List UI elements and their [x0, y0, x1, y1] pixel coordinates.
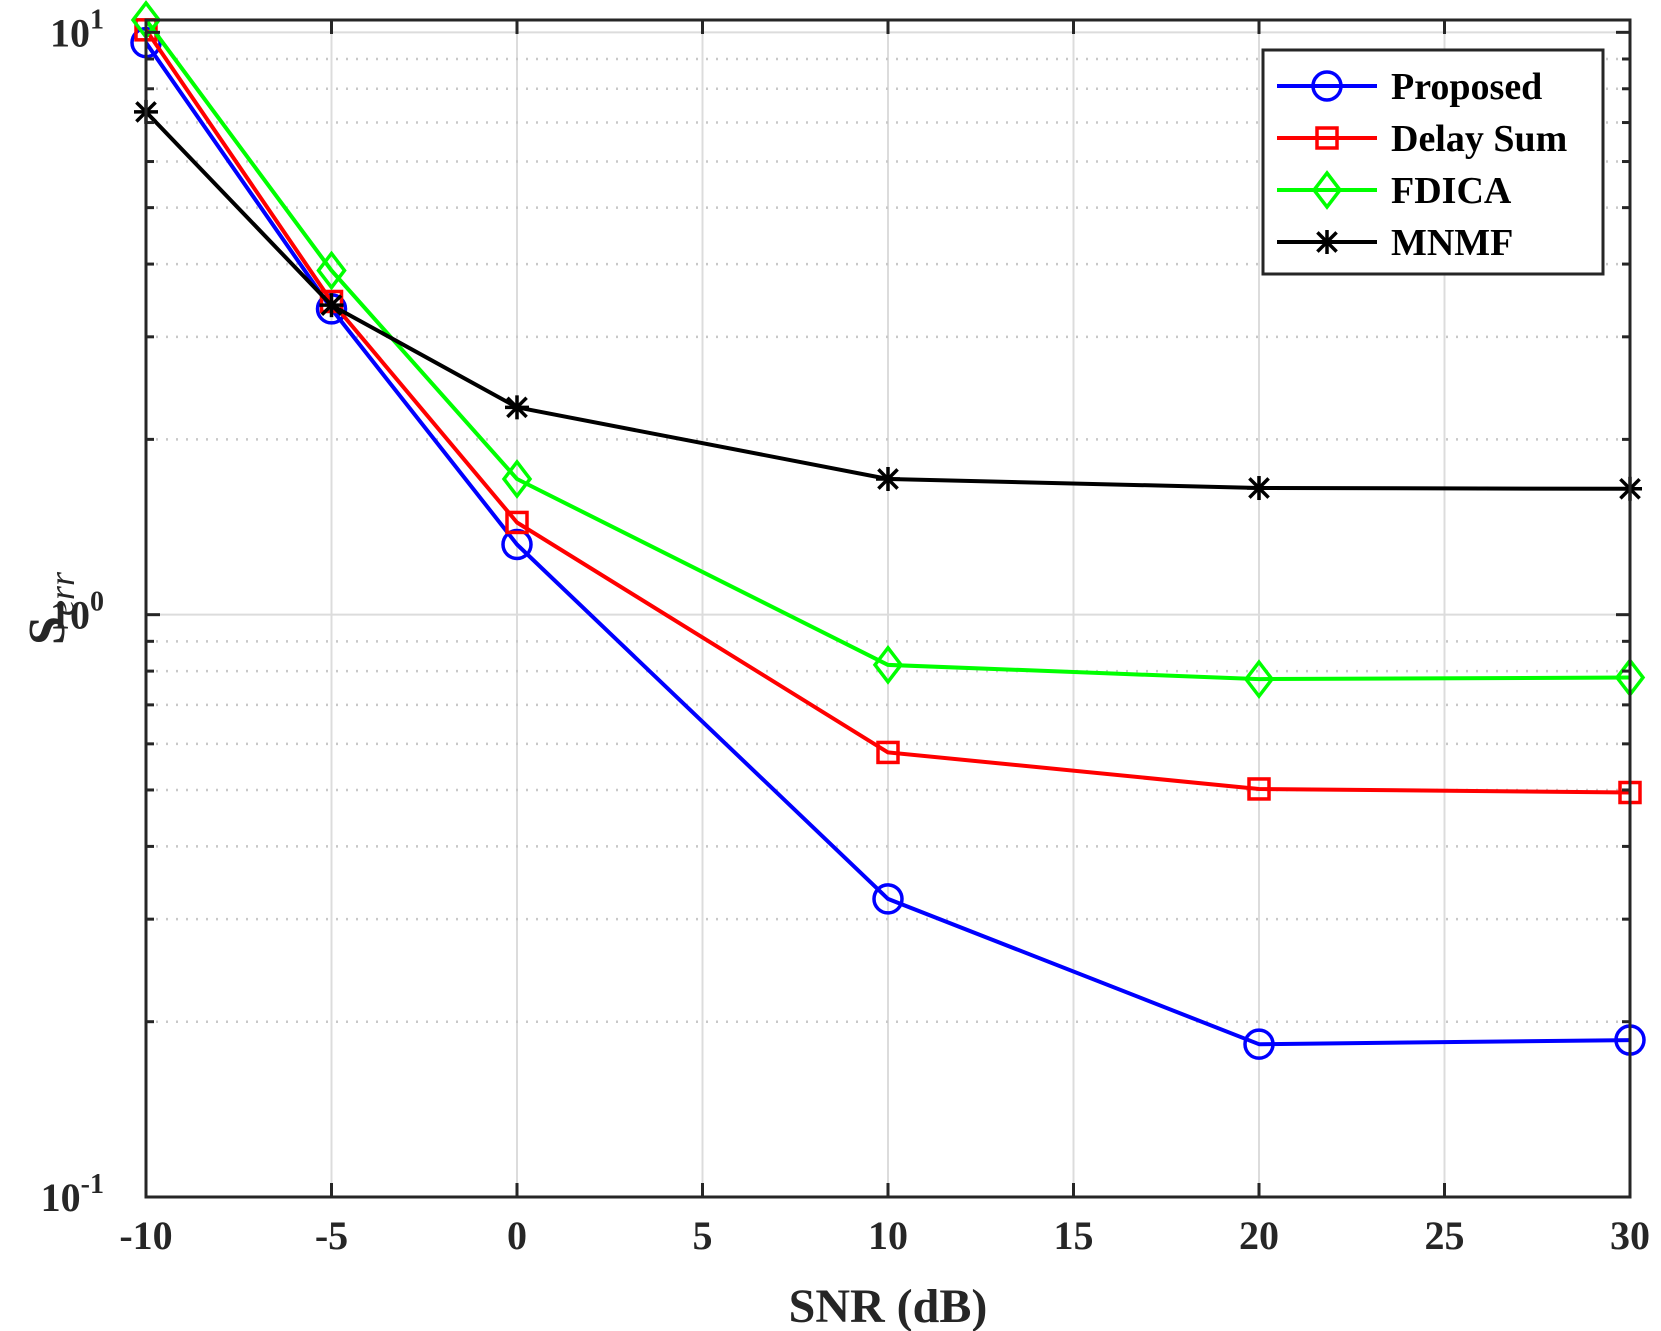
x-tick-label: -5	[315, 1213, 348, 1258]
x-tick-label: 10	[868, 1213, 908, 1258]
data-point-delay-sum	[505, 510, 529, 535]
legend-marker-mnmf	[1315, 230, 1339, 254]
data-point-delay-sum	[1247, 777, 1271, 801]
legend: Proposed Delay Sum FDICA MNMF	[1261, 48, 1605, 276]
data-point-fdica	[501, 459, 533, 499]
legend-label: MNMF	[1391, 222, 1513, 264]
legend-marker-proposed	[1311, 70, 1343, 102]
y-tick-label-base: 10	[50, 10, 90, 55]
legend-label: Delay Sum	[1391, 118, 1567, 160]
data-point-fdica	[872, 644, 904, 685]
series-line-fdica	[144, 18, 1631, 682]
y-axis-title-main: S	[19, 616, 76, 645]
data-point-fdica	[316, 250, 347, 291]
series-line-delay-sum	[144, 28, 1631, 795]
x-tick-label: 15	[1054, 1213, 1094, 1258]
data-point-mnmf	[876, 466, 900, 491]
series-line-mnmf	[144, 110, 1631, 491]
x-tick-label: -10	[119, 1213, 172, 1258]
data-point-delay-sum	[876, 740, 900, 765]
legend-item-delay-sum: Delay Sum	[1277, 118, 1567, 160]
y-tick-label: 100	[50, 587, 104, 638]
legend-item-fdica: FDICA	[1277, 170, 1512, 212]
data-point-fdica	[1243, 659, 1275, 700]
y-axis-title: Serr	[19, 571, 82, 645]
ticks	[144, 20, 1632, 1199]
legend-item-proposed: Proposed	[1277, 66, 1542, 108]
data-point-mnmf	[319, 293, 344, 318]
data-point-proposed	[1243, 1028, 1275, 1060]
x-tick-label: 30	[1610, 1213, 1650, 1258]
y-tick-label: 101	[50, 4, 104, 55]
y-tick-label-base: 10	[41, 1175, 81, 1220]
y-tick-label-base: 10	[50, 593, 90, 638]
y-tick-label: 10-1	[41, 1169, 104, 1220]
legend-item-mnmf: MNMF	[1277, 222, 1513, 264]
data-point-proposed	[501, 528, 533, 561]
legend-marker-delay-sum	[1315, 126, 1339, 150]
data-point-proposed	[872, 883, 904, 915]
y-axis-title-subscript: err	[42, 571, 82, 616]
data-point-mnmf	[1247, 476, 1271, 501]
y-tick-label-exponent: 1	[90, 4, 104, 35]
legend-label: Proposed	[1391, 66, 1542, 108]
y-tick-label-exponent: -1	[81, 1169, 104, 1200]
x-axis-title: SNR (dB)	[789, 1280, 988, 1331]
y-tick-label-exponent: 0	[90, 587, 104, 618]
series-line-proposed	[144, 41, 1631, 1047]
x-tick-label: 0	[507, 1213, 527, 1258]
series-layer	[130, 0, 1646, 1060]
legend-marker-fdica	[1311, 170, 1343, 210]
x-tick-label: 25	[1425, 1213, 1465, 1258]
x-tick-label: 20	[1239, 1213, 1279, 1258]
legend-label: FDICA	[1391, 170, 1512, 212]
x-tick-label: 5	[693, 1213, 713, 1258]
data-point-mnmf	[505, 395, 529, 420]
